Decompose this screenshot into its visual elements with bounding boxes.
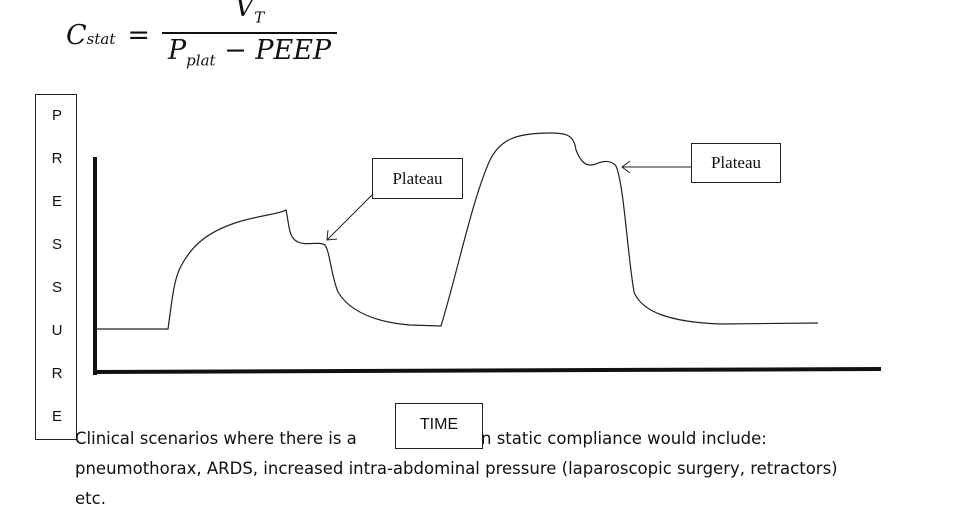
plateau-arrow-2-head bbox=[621, 160, 631, 174]
pressure-label-letter: S bbox=[51, 279, 62, 296]
formula-equals: = bbox=[127, 19, 150, 51]
time-label-box: TIME bbox=[395, 403, 483, 449]
fraction-bar bbox=[162, 32, 338, 34]
pressure-label-letter: R bbox=[51, 365, 63, 382]
formula-fraction: VT Pplat − PEEP bbox=[162, 0, 338, 77]
clinical-scenarios-paragraph: Clinical scenarios where there is a ion … bbox=[75, 424, 955, 514]
formula-denominator-subscript: plat bbox=[186, 51, 216, 70]
formula-lhs-subscript: stat bbox=[86, 29, 116, 48]
formula-denominator-symbol: P bbox=[168, 35, 187, 66]
plateau-arrow-1-line bbox=[326, 194, 373, 241]
formula-denominator: Pplat − PEEP bbox=[162, 34, 337, 77]
plateau-callout-1: Plateau bbox=[372, 158, 463, 199]
formula-denominator-rest: − PEEP bbox=[215, 35, 332, 66]
pressure-label-box: P R E S S U R E bbox=[35, 94, 77, 440]
pressure-label-letter: U bbox=[51, 322, 63, 339]
pressure-label-letter: R bbox=[51, 150, 63, 167]
formula-numerator-symbol: V bbox=[234, 0, 255, 23]
pressure-label-letter: E bbox=[51, 408, 62, 425]
formula-lhs-symbol: C bbox=[66, 19, 87, 51]
formula-numerator: VT bbox=[229, 0, 271, 32]
paragraph-line-3: etc. bbox=[75, 489, 106, 508]
x-axis-line bbox=[92, 367, 882, 374]
plateau-callout-2: Plateau bbox=[691, 143, 781, 183]
pressure-label-letter: E bbox=[51, 193, 62, 210]
plateau-arrow-1-head bbox=[326, 229, 338, 241]
formula-numerator-subscript: T bbox=[254, 8, 265, 26]
pressure-label-letter: P bbox=[51, 107, 62, 124]
paragraph-line-1-end: ion in static compliance would include: bbox=[446, 429, 767, 448]
paragraph-line-1-start: Clinical scenarios where there is a bbox=[75, 429, 363, 448]
pressure-label-letter: S bbox=[51, 236, 62, 253]
paragraph-line-2: pneumothorax, ARDS, increased intra-abdo… bbox=[75, 459, 838, 478]
pressure-waveform bbox=[96, 132, 819, 330]
paragraph-line-1: Clinical scenarios where there is a ion … bbox=[75, 424, 955, 454]
